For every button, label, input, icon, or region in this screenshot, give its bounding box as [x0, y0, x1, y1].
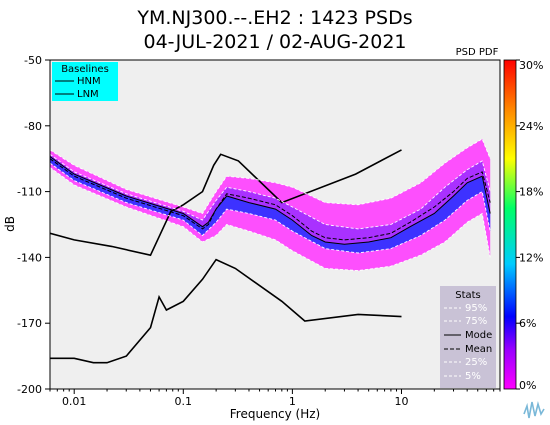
y-tick-label: -140 — [17, 251, 42, 264]
series-line-5pct — [50, 167, 491, 272]
x-axis-ticks: 0.01 0.1 1 10 — [49, 389, 501, 408]
baselines-legend-title: Baselines — [61, 64, 109, 75]
colorbar-title: PSD PDF — [456, 47, 499, 58]
colorbar-tick-label: 0% — [519, 379, 536, 392]
series-lines — [50, 138, 491, 364]
stats-legend: Stats 95% 75% Mode Mean 25% 5% — [440, 286, 496, 388]
stats-legend-title: Stats — [455, 290, 481, 301]
x-tick-label: 1 — [289, 395, 296, 408]
p25-legend-label: 25% — [465, 357, 487, 368]
p95-legend-label: 95% — [465, 303, 487, 314]
waveform-logo-icon — [521, 396, 547, 422]
series-line-75pct — [50, 153, 491, 230]
series-line-hnm — [50, 149, 402, 257]
density-band-core — [50, 156, 491, 253]
series-line-95pct — [50, 138, 491, 215]
hnm-legend-label: HNM — [77, 76, 101, 87]
x-tick-label: 0.1 — [175, 395, 193, 408]
psd-density — [50, 139, 491, 271]
y-axis-ticks: -50 -80 -110 -140 -170 -200 — [17, 54, 50, 396]
colorbar — [503, 59, 517, 390]
x-tick-label: 10 — [394, 395, 408, 408]
density-band-inner — [50, 154, 491, 253]
y-axis-label: dB — [3, 216, 17, 232]
x-tick-label: 0.01 — [62, 395, 87, 408]
x-axis-label: Frequency (Hz) — [230, 407, 321, 421]
colorbar-ticks: 0% 6% 12% 18% 24% 30% — [516, 59, 543, 392]
p75-legend-label: 75% — [465, 316, 487, 327]
y-tick-label: -80 — [24, 120, 42, 133]
series-line-lnm — [50, 258, 402, 364]
y-tick-label: -110 — [17, 186, 42, 199]
y-tick-label: -200 — [17, 383, 42, 396]
colorbar-tick-label: 30% — [519, 59, 543, 72]
series-line-mean — [50, 158, 491, 241]
series-line-mode — [50, 156, 491, 245]
colorbar-tick-label: 18% — [519, 186, 543, 199]
colorbar-tick-label: 12% — [519, 251, 543, 264]
baselines-legend: Baselines HNM LNM — [52, 62, 118, 101]
mean-legend-label: Mean — [465, 344, 492, 355]
y-tick-label: -170 — [17, 317, 42, 330]
y-tick-label: -50 — [24, 54, 42, 67]
p5-legend-label: 5% — [465, 371, 481, 382]
colorbar-tick-label: 6% — [519, 317, 536, 330]
chart-title-line1: YM.NJ300.--.EH2 : 1423 PSDs — [136, 7, 412, 29]
lnm-legend-label: LNM — [77, 89, 99, 100]
colorbar-tick-label: 24% — [519, 120, 543, 133]
chart-title-line2: 04-JUL-2021 / 02-AUG-2021 — [144, 31, 407, 53]
mode-legend-label: Mode — [465, 330, 492, 341]
series-line-25pct — [50, 162, 491, 254]
